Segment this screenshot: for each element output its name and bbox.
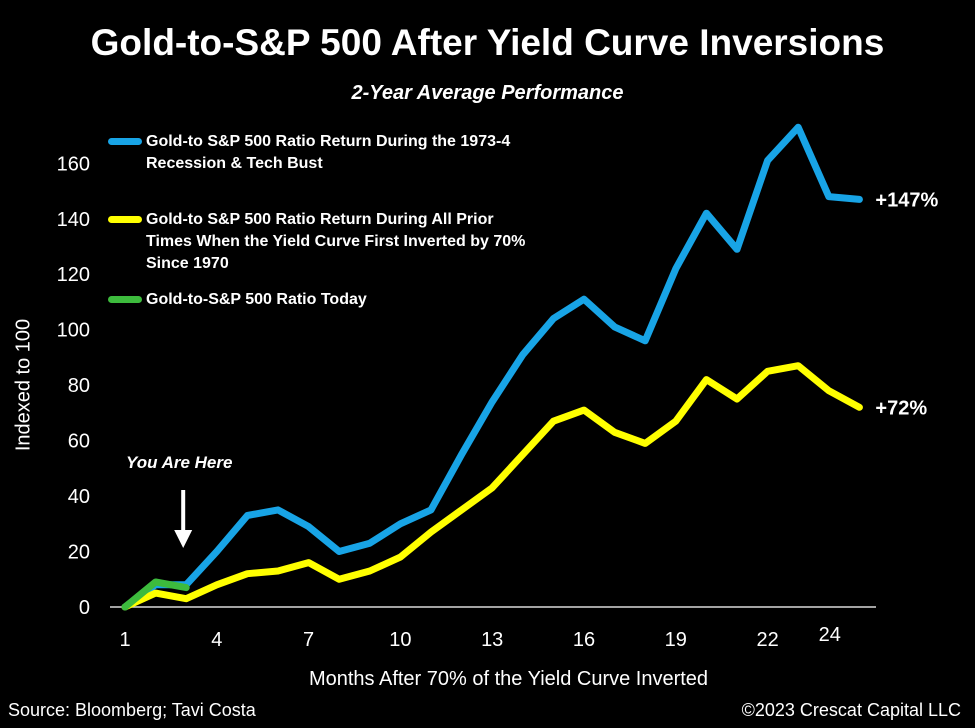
legend-label-today: Gold-to-S&P 500 Ratio Today — [146, 291, 367, 308]
legend-swatch-yellow — [108, 216, 142, 223]
x-tick-label: 19 — [665, 629, 687, 651]
series-lines — [121, 123, 863, 611]
chart-subtitle: 2-Year Average Performance — [351, 82, 624, 104]
y-tick-label: 20 — [68, 542, 90, 564]
y-tick-labels: 0 20 40 60 80 100 120 140 160 — [57, 153, 90, 619]
you-are-here-label: You Are Here — [126, 453, 233, 472]
y-axis-label: Indexed to 100 — [12, 318, 35, 452]
source-note: Source: Bloomberg; Tavi Costa — [8, 700, 256, 720]
y-tick-label: 140 — [57, 209, 90, 231]
copyright-note: ©2023 Crescat Capital LLC — [741, 700, 961, 720]
y-tick-label: 120 — [57, 264, 90, 286]
x-tick-label: 7 — [303, 629, 314, 651]
x-tick-label: 1 — [119, 629, 130, 651]
y-tick-label: 0 — [79, 597, 90, 619]
end-label: +147% — [875, 189, 938, 211]
x-tick-label: 24 — [819, 624, 841, 646]
legend-swatch-blue — [108, 138, 142, 145]
x-tick-label: 22 — [756, 629, 778, 651]
legend-item-today: Gold-to-S&P 500 Ratio Today — [108, 289, 578, 311]
end-labels: +147% +72% — [875, 189, 938, 419]
series-line-2 — [121, 578, 190, 611]
y-tick-label: 160 — [57, 153, 90, 175]
x-tick-label: 4 — [211, 629, 222, 651]
legend-item-1973-tech-bust: Gold-to S&P 500 Ratio Return During the … — [108, 131, 578, 175]
series-line-0 — [121, 123, 863, 611]
y-tick-label: 100 — [57, 320, 90, 342]
y-tick-label: 80 — [68, 375, 90, 397]
y-tick-label: 40 — [68, 486, 90, 508]
legend-item-all-prior: Gold-to S&P 500 Ratio Return During All … — [108, 209, 578, 275]
legend-swatch-green — [108, 296, 142, 303]
x-tick-label: 10 — [389, 629, 411, 651]
x-tick-label: 16 — [573, 629, 595, 651]
x-axis-label: Months After 70% of the Yield Curve Inve… — [308, 668, 709, 690]
end-label: +72% — [875, 397, 927, 419]
series-line-1 — [121, 362, 863, 611]
y-tick-label: 60 — [68, 431, 90, 453]
x-tick-labels: 1 4 7 10 13 16 19 22 24 — [119, 624, 840, 651]
legend-label-all-prior: Gold-to S&P 500 Ratio Return During All … — [146, 211, 526, 272]
you-are-here-arrow — [174, 490, 193, 548]
legend-label-1973-tech-bust: Gold-to S&P 500 Ratio Return During the … — [146, 133, 511, 172]
chart-title: Gold-to-S&P 500 After Yield Curve Invers… — [90, 22, 885, 63]
x-tick-label: 13 — [481, 629, 503, 651]
